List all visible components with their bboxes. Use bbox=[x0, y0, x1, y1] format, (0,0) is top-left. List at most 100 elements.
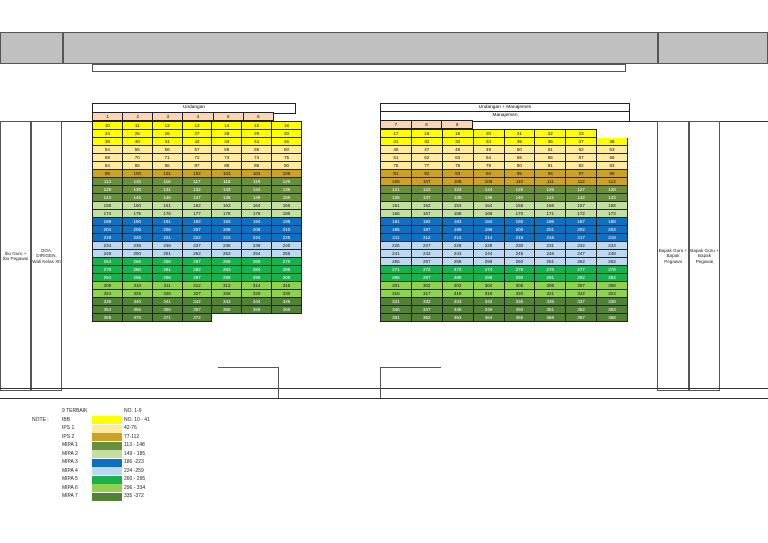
left-seat: 27 bbox=[181, 129, 213, 138]
right-seat: 361 bbox=[380, 313, 412, 322]
right-seat: 92 bbox=[410, 169, 443, 178]
left-seat-row: 309 310 311 312 313 314 315 bbox=[92, 281, 302, 290]
right-seat: 48 bbox=[441, 145, 474, 154]
left-seat: 102 bbox=[181, 169, 213, 178]
left-header-seat: 4 bbox=[182, 112, 214, 121]
right-seat: 23 bbox=[565, 129, 598, 138]
right-seat: 263 bbox=[596, 257, 628, 266]
right-seat: 365 bbox=[503, 313, 536, 322]
empty-seat bbox=[242, 314, 272, 322]
left-seat: 74 bbox=[241, 153, 273, 162]
right-seat: 229 bbox=[472, 241, 505, 250]
right-seat-row: 151 152 153 154 155 156 157 158 bbox=[380, 201, 628, 210]
divider-bottom-1 bbox=[0, 388, 768, 389]
stage bbox=[63, 32, 658, 64]
legend-item-name: MIPA 3 bbox=[62, 459, 78, 465]
left-seat: 281 bbox=[151, 265, 183, 274]
right-seat-row: 166 167 168 169 170 171 172 173 bbox=[380, 209, 628, 218]
left-seat: 178 bbox=[211, 209, 243, 218]
left-seat: 266 bbox=[151, 257, 183, 266]
right-seat: 168 bbox=[441, 209, 474, 218]
right-seat: 155 bbox=[503, 201, 536, 210]
left-seat: 314 bbox=[241, 281, 273, 290]
legend-item-name: MIPA 7 bbox=[62, 493, 78, 499]
left-seat: 54 bbox=[92, 145, 123, 154]
left-seat: 13 bbox=[181, 121, 213, 130]
legend-item-name: MIPA 6 bbox=[62, 484, 78, 491]
left-seat: 255 bbox=[271, 249, 302, 258]
legend-swatch bbox=[92, 441, 122, 450]
right-seat: 336 bbox=[534, 297, 567, 306]
left-seat: 327 bbox=[181, 289, 213, 298]
right-seat: 170 bbox=[503, 209, 536, 218]
left-seat: 175 bbox=[121, 209, 153, 218]
left-seat: 371 bbox=[151, 313, 183, 322]
left-seat: 120 bbox=[271, 177, 302, 186]
left-seat: 117 bbox=[181, 177, 213, 186]
right-seat: 124 bbox=[472, 185, 505, 194]
left-seat: 148 bbox=[211, 193, 243, 202]
right-header-seat: 7 bbox=[380, 120, 412, 129]
right-seat: 258 bbox=[441, 257, 474, 266]
left-seat: 279 bbox=[92, 265, 123, 274]
left-seat: 372 bbox=[181, 313, 213, 322]
right-seat: 306 bbox=[534, 281, 567, 290]
left-seat: 294 bbox=[92, 273, 123, 282]
left-seat: 71 bbox=[151, 153, 183, 162]
left-seat-row: 69 70 71 72 73 74 75 bbox=[92, 153, 302, 162]
legend-item-range: 335 -372 bbox=[124, 493, 144, 499]
right-seat: 46 bbox=[380, 145, 412, 154]
legend-swatch bbox=[92, 450, 122, 458]
right-seat: 110 bbox=[503, 177, 536, 186]
left-seat: 282 bbox=[181, 265, 213, 274]
left-seat-row: 114 115 116 117 118 119 120 bbox=[92, 177, 302, 186]
left-seat: 119 bbox=[241, 177, 273, 186]
legend-item-name: MIPA 2 bbox=[62, 450, 78, 457]
left-seat: 29 bbox=[241, 129, 273, 138]
left-seat-row: 144 145 146 147 148 149 150 bbox=[92, 193, 302, 202]
right-seat: 288 bbox=[441, 273, 474, 282]
left-seat: 221 bbox=[151, 233, 183, 242]
right-seat: 113 bbox=[596, 177, 628, 186]
right-seat: 32 bbox=[410, 137, 443, 146]
right-seat-row: 361 362 363 364 365 366 367 368 bbox=[380, 313, 628, 322]
legend-swatch bbox=[92, 484, 122, 492]
right-seat-row: 241 242 243 244 245 246 247 248 bbox=[380, 249, 628, 258]
right-seat: 333 bbox=[441, 297, 474, 306]
right-seat: 256 bbox=[380, 257, 412, 266]
right-seat: 61 bbox=[380, 153, 412, 162]
right-seat: 187 bbox=[565, 217, 598, 226]
right-seat: 368 bbox=[596, 313, 628, 322]
left-seat: 268 bbox=[211, 257, 243, 266]
right-seat: 52 bbox=[565, 145, 598, 154]
right-seat: 151 bbox=[380, 201, 412, 210]
left-seat: 285 bbox=[271, 265, 302, 274]
left-seat: 180 bbox=[271, 209, 302, 218]
legend-item-range: 260 - 295 bbox=[124, 476, 146, 482]
divider-bottom-2 bbox=[0, 398, 768, 399]
left-seat: 235 bbox=[121, 241, 153, 250]
right-seat: 278 bbox=[596, 265, 628, 274]
left-seat: 16 bbox=[271, 121, 302, 130]
right-seat: 31 bbox=[380, 137, 412, 146]
legend-swatch bbox=[92, 475, 122, 484]
left-seat: 160 bbox=[121, 201, 153, 210]
left-seat-row: 174 175 176 177 178 179 180 bbox=[92, 209, 302, 218]
right-seat-row: 256 257 258 259 260 261 262 263 bbox=[380, 257, 628, 266]
left-seat: 39 bbox=[92, 137, 123, 146]
left-seat: 344 bbox=[241, 297, 273, 306]
right-seat: 291 bbox=[534, 273, 567, 282]
legend-item-name: MIPA 1 bbox=[62, 442, 78, 448]
right-seat: 260 bbox=[503, 257, 536, 266]
right-seat: 348 bbox=[441, 305, 474, 314]
right-seat-row: 17 18 19 20 21 22 23 bbox=[380, 129, 628, 138]
left-seat: 45 bbox=[271, 137, 302, 146]
left-seat: 313 bbox=[211, 281, 243, 290]
right-seat: 259 bbox=[472, 257, 505, 266]
legend-swatch bbox=[92, 433, 122, 441]
left-seat: 146 bbox=[151, 193, 183, 202]
empty-seat bbox=[212, 314, 242, 322]
left-seat-table: 10 11 12 13 14 15 16 24 25 26 27 28 29 30 39 40 41 42 43 44… bbox=[92, 121, 302, 322]
left-seat: 315 bbox=[271, 281, 302, 290]
left-seat: 239 bbox=[241, 241, 273, 250]
